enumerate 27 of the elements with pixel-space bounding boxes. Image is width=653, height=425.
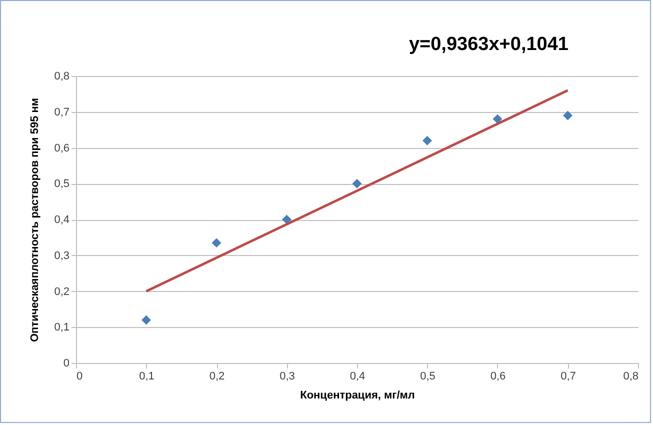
x-tick-label: 0,5	[420, 370, 436, 382]
x-tick-label: 0,6	[490, 370, 506, 382]
y-tick-label: 0,7	[54, 106, 70, 118]
y-axis-title: Оптическаяплотность растворов при 595 нм	[29, 98, 42, 342]
y-tick-label: 0,5	[54, 178, 70, 190]
y-tick-label: 0,3	[54, 250, 70, 262]
x-tick-label: 0,1	[139, 370, 154, 382]
point	[352, 178, 362, 188]
point	[492, 114, 502, 124]
point	[212, 238, 222, 248]
x-tick-label: 0,2	[209, 370, 225, 382]
y-tick-label: 0,4	[54, 214, 70, 226]
point	[563, 110, 572, 120]
x-tick-label: 0,3	[280, 370, 295, 382]
x-tick-label: 0,7	[560, 370, 576, 382]
x-axis-title: Концентрация, мг/мл	[300, 390, 415, 402]
text: y=0,9363x+0,1041	[408, 34, 569, 55]
point	[422, 136, 432, 146]
x-tick-label: 0,8	[623, 370, 638, 382]
y-tick-label: 0,2	[54, 286, 70, 298]
point	[142, 315, 151, 325]
x-tick-label: 0	[76, 370, 83, 382]
y-tick-label: 0,1	[54, 322, 70, 334]
y-tick-label: 0,8	[54, 70, 70, 82]
y-tick-label: 0,6	[54, 142, 70, 154]
x-tick-label: 0,4	[350, 370, 366, 382]
y-tick-label: 0	[63, 358, 70, 370]
